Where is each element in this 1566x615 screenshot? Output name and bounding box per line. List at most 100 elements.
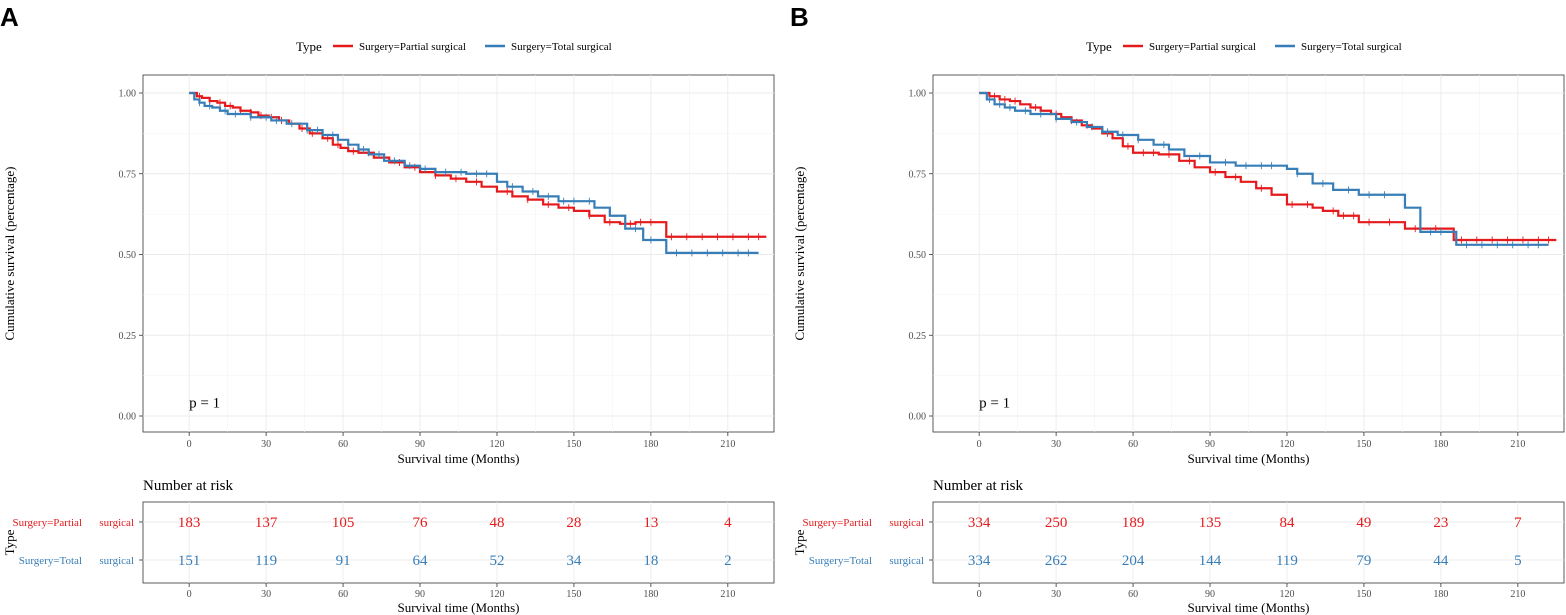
x-tick-label: 180 (1433, 439, 1448, 450)
risk-x-tick-label: 210 (720, 589, 735, 600)
risk-row-label-partial-a: Surgery=Partial (802, 517, 872, 529)
y-tick-label: 0.50 (909, 250, 927, 261)
x-tick-label: 150 (566, 439, 581, 450)
risk-count-partial: 28 (566, 515, 581, 531)
y-tick-label: 0.00 (119, 412, 137, 423)
risk-y-axis-label: Type (792, 529, 807, 555)
legend: Type Surgery=Partial surgical Surgery=Tota… (1086, 39, 1402, 54)
x-tick-label: 120 (489, 439, 504, 450)
x-tick-label: 30 (261, 439, 271, 450)
risk-count-total: 334 (968, 553, 991, 569)
y-tick-label: 1.00 (909, 89, 927, 100)
risk-table: Number at risk 0 30 60 90 120 150 180 210 surgica… (2, 478, 775, 615)
risk-x-tick-label: 30 (1051, 589, 1061, 600)
risk-x-tick-label: 60 (1128, 589, 1138, 600)
legend-label-partial: Surgery=Partial surgical (1149, 41, 1256, 53)
y-tick-label: 0.00 (909, 412, 927, 423)
risk-table-area (142, 501, 775, 584)
risk-count-total: 18 (643, 553, 658, 569)
x-tick-label: 0 (977, 439, 982, 450)
legend-label-total: Surgery=Total surgical (1301, 41, 1402, 53)
risk-count-total: 204 (1122, 553, 1145, 569)
risk-count-partial: 23 (1433, 515, 1448, 531)
risk-x-tick-label: 90 (415, 589, 425, 600)
risk-row-label-total-a: Surgery=Total (809, 555, 872, 567)
series-line-total (979, 91, 1549, 246)
risk-count-partial: 334 (968, 515, 991, 531)
risk-x-axis-label: Survival time (Months) (1187, 600, 1309, 615)
risk-table: Number at risk 0 30 60 90 120 150 180 210 surgica… (792, 478, 1565, 615)
risk-count-total: 64 (413, 553, 429, 569)
risk-count-partial: 105 (332, 515, 355, 531)
x-tick-label: 90 (415, 439, 425, 450)
risk-table-area (932, 501, 1565, 584)
risk-count-partial: 49 (1356, 515, 1371, 531)
risk-count-total: 2 (724, 553, 732, 569)
risk-count-partial: 48 (489, 515, 504, 531)
risk-x-tick-label: 30 (261, 589, 271, 600)
y-tick-label: 0.75 (909, 169, 927, 180)
risk-count-total: 262 (1045, 553, 1068, 569)
legend-label-total: Surgery=Total surgical (511, 41, 612, 53)
risk-count-total: 91 (336, 553, 351, 569)
risk-count-total: 144 (1199, 553, 1222, 569)
risk-y-axis-label: Type (2, 529, 17, 555)
risk-count-partial: 4 (724, 515, 732, 531)
x-tick-label: 120 (1279, 439, 1294, 450)
risk-x-tick-label: 180 (1433, 589, 1448, 600)
x-tick-label: 210 (1510, 439, 1525, 450)
y-axis-label: Cumulative survival (percentage) (2, 167, 17, 341)
risk-count-total: 5 (1514, 553, 1522, 569)
x-tick-label: 90 (1205, 439, 1215, 450)
x-tick-label: 60 (338, 439, 348, 450)
legend: Type Surgery=Partial surgical Surgery=Tota… (296, 39, 612, 54)
risk-x-tick-label: 90 (1205, 589, 1215, 600)
x-tick-label: 0 (187, 439, 192, 450)
risk-count-total: 119 (255, 553, 277, 569)
x-tick-label: 30 (1051, 439, 1061, 450)
risk-row-label-partial-b: surgical (99, 517, 134, 529)
risk-x-tick-label: 210 (1510, 589, 1525, 600)
risk-x-tick-label: 150 (566, 589, 581, 600)
risk-table-title: Number at risk (143, 478, 233, 494)
risk-x-tick-label: 150 (1356, 589, 1371, 600)
legend-label-partial: Surgery=Partial surgical (359, 41, 466, 53)
risk-x-tick-label: 0 (977, 589, 982, 600)
legend-title: Type (296, 39, 322, 54)
risk-x-tick-label: 0 (187, 589, 192, 600)
risk-table-title: Number at risk (933, 478, 1023, 494)
risk-count-total: 79 (1356, 553, 1371, 569)
risk-x-axis-label: Survival time (Months) (397, 600, 519, 615)
risk-x-tick-label: 180 (643, 589, 658, 600)
x-tick-label: 150 (1356, 439, 1371, 450)
x-tick-label: 210 (720, 439, 735, 450)
risk-row-label-partial-a: Surgery=Partial (12, 517, 82, 529)
panel-letter: B (790, 2, 809, 32)
y-tick-label: 0.50 (119, 250, 137, 261)
x-axis-label: Survival time (Months) (1187, 451, 1309, 466)
x-tick-label: 60 (1128, 439, 1138, 450)
risk-count-total: 34 (566, 553, 582, 569)
risk-x-tick-label: 60 (338, 589, 348, 600)
panel-letter: A (0, 2, 19, 32)
risk-count-partial: 13 (643, 515, 658, 531)
risk-count-partial: 135 (1199, 515, 1222, 531)
x-axis-label: Survival time (Months) (397, 451, 519, 466)
risk-row-label-partial-b: surgical (889, 517, 924, 529)
risk-count-total: 52 (489, 553, 504, 569)
survival-plot: 0 30 60 90 120 150 180 210 0.00 0.25 0.50 0.75 1.00 S… (2, 74, 775, 466)
risk-count-partial: 250 (1045, 515, 1068, 531)
risk-x-tick-label: 120 (489, 589, 504, 600)
x-tick-label: 180 (643, 439, 658, 450)
y-axis-label: Cumulative survival (percentage) (792, 167, 807, 341)
risk-count-partial: 7 (1514, 515, 1522, 531)
risk-count-total: 119 (1276, 553, 1298, 569)
legend-title: Type (1086, 39, 1112, 54)
series-line-partial (189, 91, 767, 238)
risk-count-partial: 137 (255, 515, 278, 531)
p-value: p = 1 (189, 396, 220, 412)
risk-row-label-total-b: surgical (889, 555, 924, 567)
